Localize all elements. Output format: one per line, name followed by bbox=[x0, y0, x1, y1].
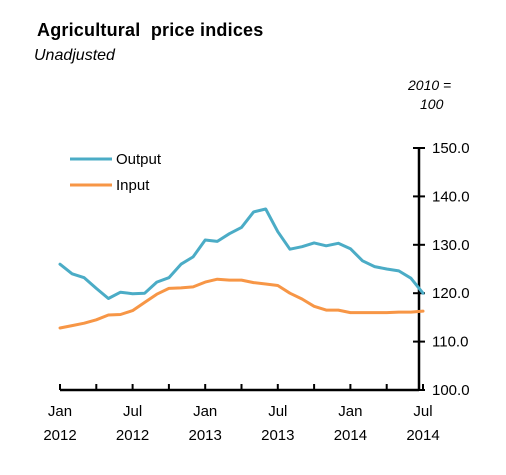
unit-label-line1: 2010 = bbox=[408, 77, 452, 93]
x-tick-label-year: 2013 bbox=[261, 427, 294, 444]
x-tick-label-year: 2012 bbox=[116, 427, 149, 444]
y-tick-label: 100.0 bbox=[432, 382, 470, 399]
y-tick-label: 130.0 bbox=[432, 237, 470, 254]
legend-label-output: Output bbox=[116, 151, 162, 168]
y-tick-label: 120.0 bbox=[432, 285, 470, 302]
legend-label-input: Input bbox=[116, 177, 150, 194]
x-tick-label-month: Jul bbox=[268, 403, 287, 420]
x-tick-label-year: 2013 bbox=[189, 427, 222, 444]
unit-label: 2010 = 100 bbox=[408, 76, 478, 114]
y-tick-label: 150.0 bbox=[432, 140, 470, 157]
x-tick-label-month: Jan bbox=[193, 403, 217, 420]
series-layer bbox=[58, 207, 425, 330]
chart-subtitle: Unadjusted bbox=[34, 47, 115, 64]
x-tick-label-year: 2012 bbox=[43, 427, 76, 444]
x-tick-label-month: Jan bbox=[338, 403, 362, 420]
x-tick-label-month: Jul bbox=[123, 403, 142, 420]
chart-title: Agricultural price indices bbox=[37, 20, 264, 40]
legend: Output Input bbox=[70, 151, 162, 194]
series-line-output bbox=[58, 207, 425, 300]
x-tick-label-month: Jan bbox=[48, 403, 72, 420]
x-tick-label-year: 2014 bbox=[406, 427, 439, 444]
x-tick-label-month: Jul bbox=[413, 403, 432, 420]
unit-label-line2: 100 bbox=[420, 96, 444, 112]
y-tick-label: 140.0 bbox=[432, 188, 470, 205]
series-line-input bbox=[58, 277, 425, 330]
y-tick-label: 110.0 bbox=[432, 334, 468, 351]
x-tick-label-year: 2014 bbox=[334, 427, 367, 444]
axes: 100.0 110.0 120.0 130.0 140.0 150.0 Jan 2012 Jul… bbox=[43, 140, 469, 444]
